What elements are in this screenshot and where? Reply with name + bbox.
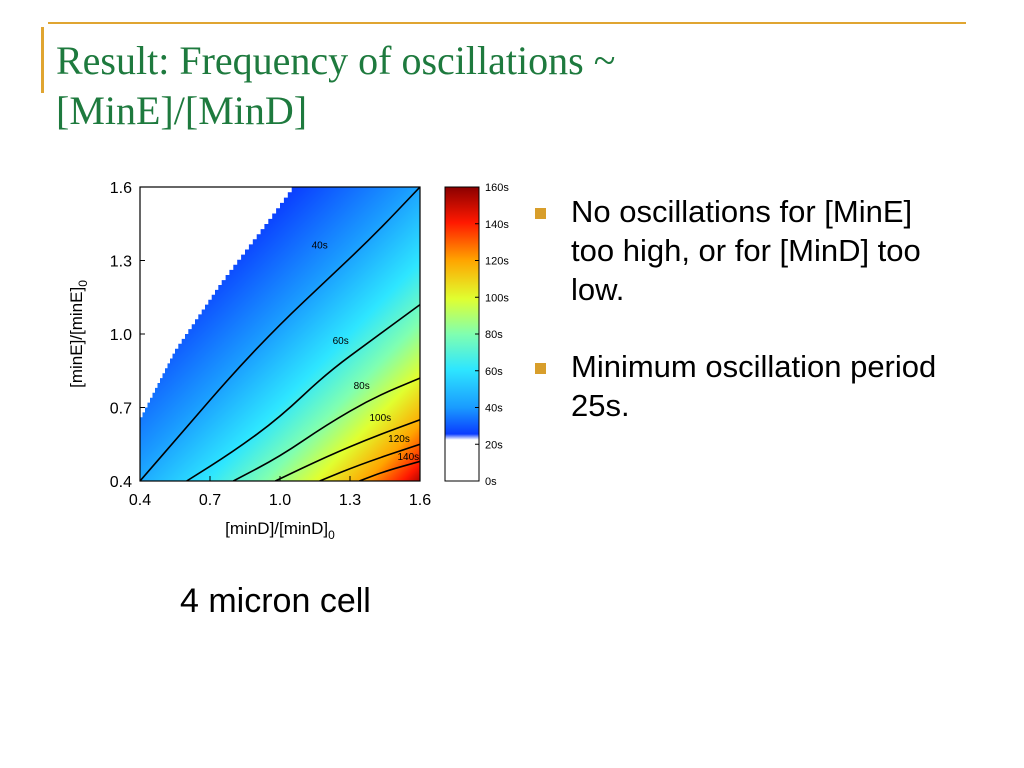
colorbar-tick-label: 140s bbox=[485, 219, 509, 231]
x-axis-ticks: 0.4 0.7 1.0 1.3 1.6 bbox=[129, 476, 431, 509]
contour-line-120 bbox=[319, 443, 420, 481]
contour-label: 60s bbox=[333, 336, 349, 347]
bullet-marker bbox=[535, 208, 546, 219]
y-tick-label: 1.3 bbox=[110, 254, 132, 271]
colorbar-tick-label: 60s bbox=[485, 366, 503, 378]
top-rule bbox=[48, 22, 966, 24]
y-tick-label: 1.0 bbox=[110, 327, 132, 344]
y-axis-ticks: 0.4 0.7 1.0 1.3 1.6 bbox=[110, 180, 145, 491]
y-axis-label: [minE]/[minE]0 bbox=[67, 280, 90, 388]
slide-title: Result: Frequency of oscillations ~ [Min… bbox=[56, 36, 756, 136]
contour-line-100 bbox=[274, 418, 420, 481]
x-axis-label: [minD]/[minD]0 bbox=[225, 519, 335, 542]
contour-line-40 bbox=[140, 187, 420, 481]
slide-title-line-2: [MinE]/[MinD] bbox=[56, 88, 308, 133]
y-tick-label: 0.4 bbox=[110, 474, 132, 491]
contour-line-60 bbox=[186, 303, 420, 481]
oscillation-field bbox=[140, 187, 420, 481]
colorbar-tick-label: 120s bbox=[485, 256, 509, 268]
bullet-item: No oscillations for [MinE] too high, or … bbox=[535, 192, 955, 309]
figure-caption: 4 micron cell bbox=[180, 582, 371, 620]
colorbar-tick-label: 100s bbox=[485, 292, 509, 304]
bullet-text: Minimum oscillation period 25s. bbox=[571, 349, 937, 423]
plot-area bbox=[140, 187, 420, 481]
bullet-list: No oscillations for [MinE] too high, or … bbox=[535, 192, 955, 463]
slide-title-line-1: Result: Frequency of oscillations ~ bbox=[56, 38, 616, 83]
contour-label: 140s bbox=[397, 452, 419, 463]
x-tick-label: 0.4 bbox=[129, 492, 151, 509]
contour-label: 100s bbox=[369, 413, 391, 424]
colorbar-tick-label: 20s bbox=[485, 439, 503, 451]
bullet-text: No oscillations for [MinE] too high, or … bbox=[571, 194, 921, 307]
bullet-marker bbox=[535, 363, 546, 374]
colorbar-ticks: 0s 20s 40s 60s 80s 100s 120s 140s 160s bbox=[475, 182, 509, 488]
contour-lines bbox=[140, 187, 420, 481]
y-tick-label: 1.6 bbox=[110, 180, 132, 197]
contour-line-80 bbox=[232, 377, 420, 481]
title-accent-bar bbox=[41, 27, 44, 93]
y-tick-label: 0.7 bbox=[110, 401, 132, 418]
bullet-item: Minimum oscillation period 25s. bbox=[535, 347, 955, 425]
x-tick-label: 0.7 bbox=[199, 492, 221, 509]
contour-label: 80s bbox=[354, 381, 370, 392]
x-tick-label: 1.6 bbox=[409, 492, 431, 509]
colorbar bbox=[444, 186, 480, 482]
x-tick-label: 1.0 bbox=[269, 492, 291, 509]
colorbar-tick-label: 80s bbox=[485, 329, 503, 341]
contour-labels: 40s 60s 80s 100s 120s 140s bbox=[312, 240, 420, 463]
colorbar-tick-label: 0s bbox=[485, 476, 497, 488]
x-tick-label: 1.3 bbox=[339, 492, 361, 509]
contour-label: 120s bbox=[388, 434, 410, 445]
colorbar-tick-label: 160s bbox=[485, 182, 509, 194]
colorbar-tick-label: 40s bbox=[485, 403, 503, 415]
contour-label: 40s bbox=[312, 240, 328, 251]
